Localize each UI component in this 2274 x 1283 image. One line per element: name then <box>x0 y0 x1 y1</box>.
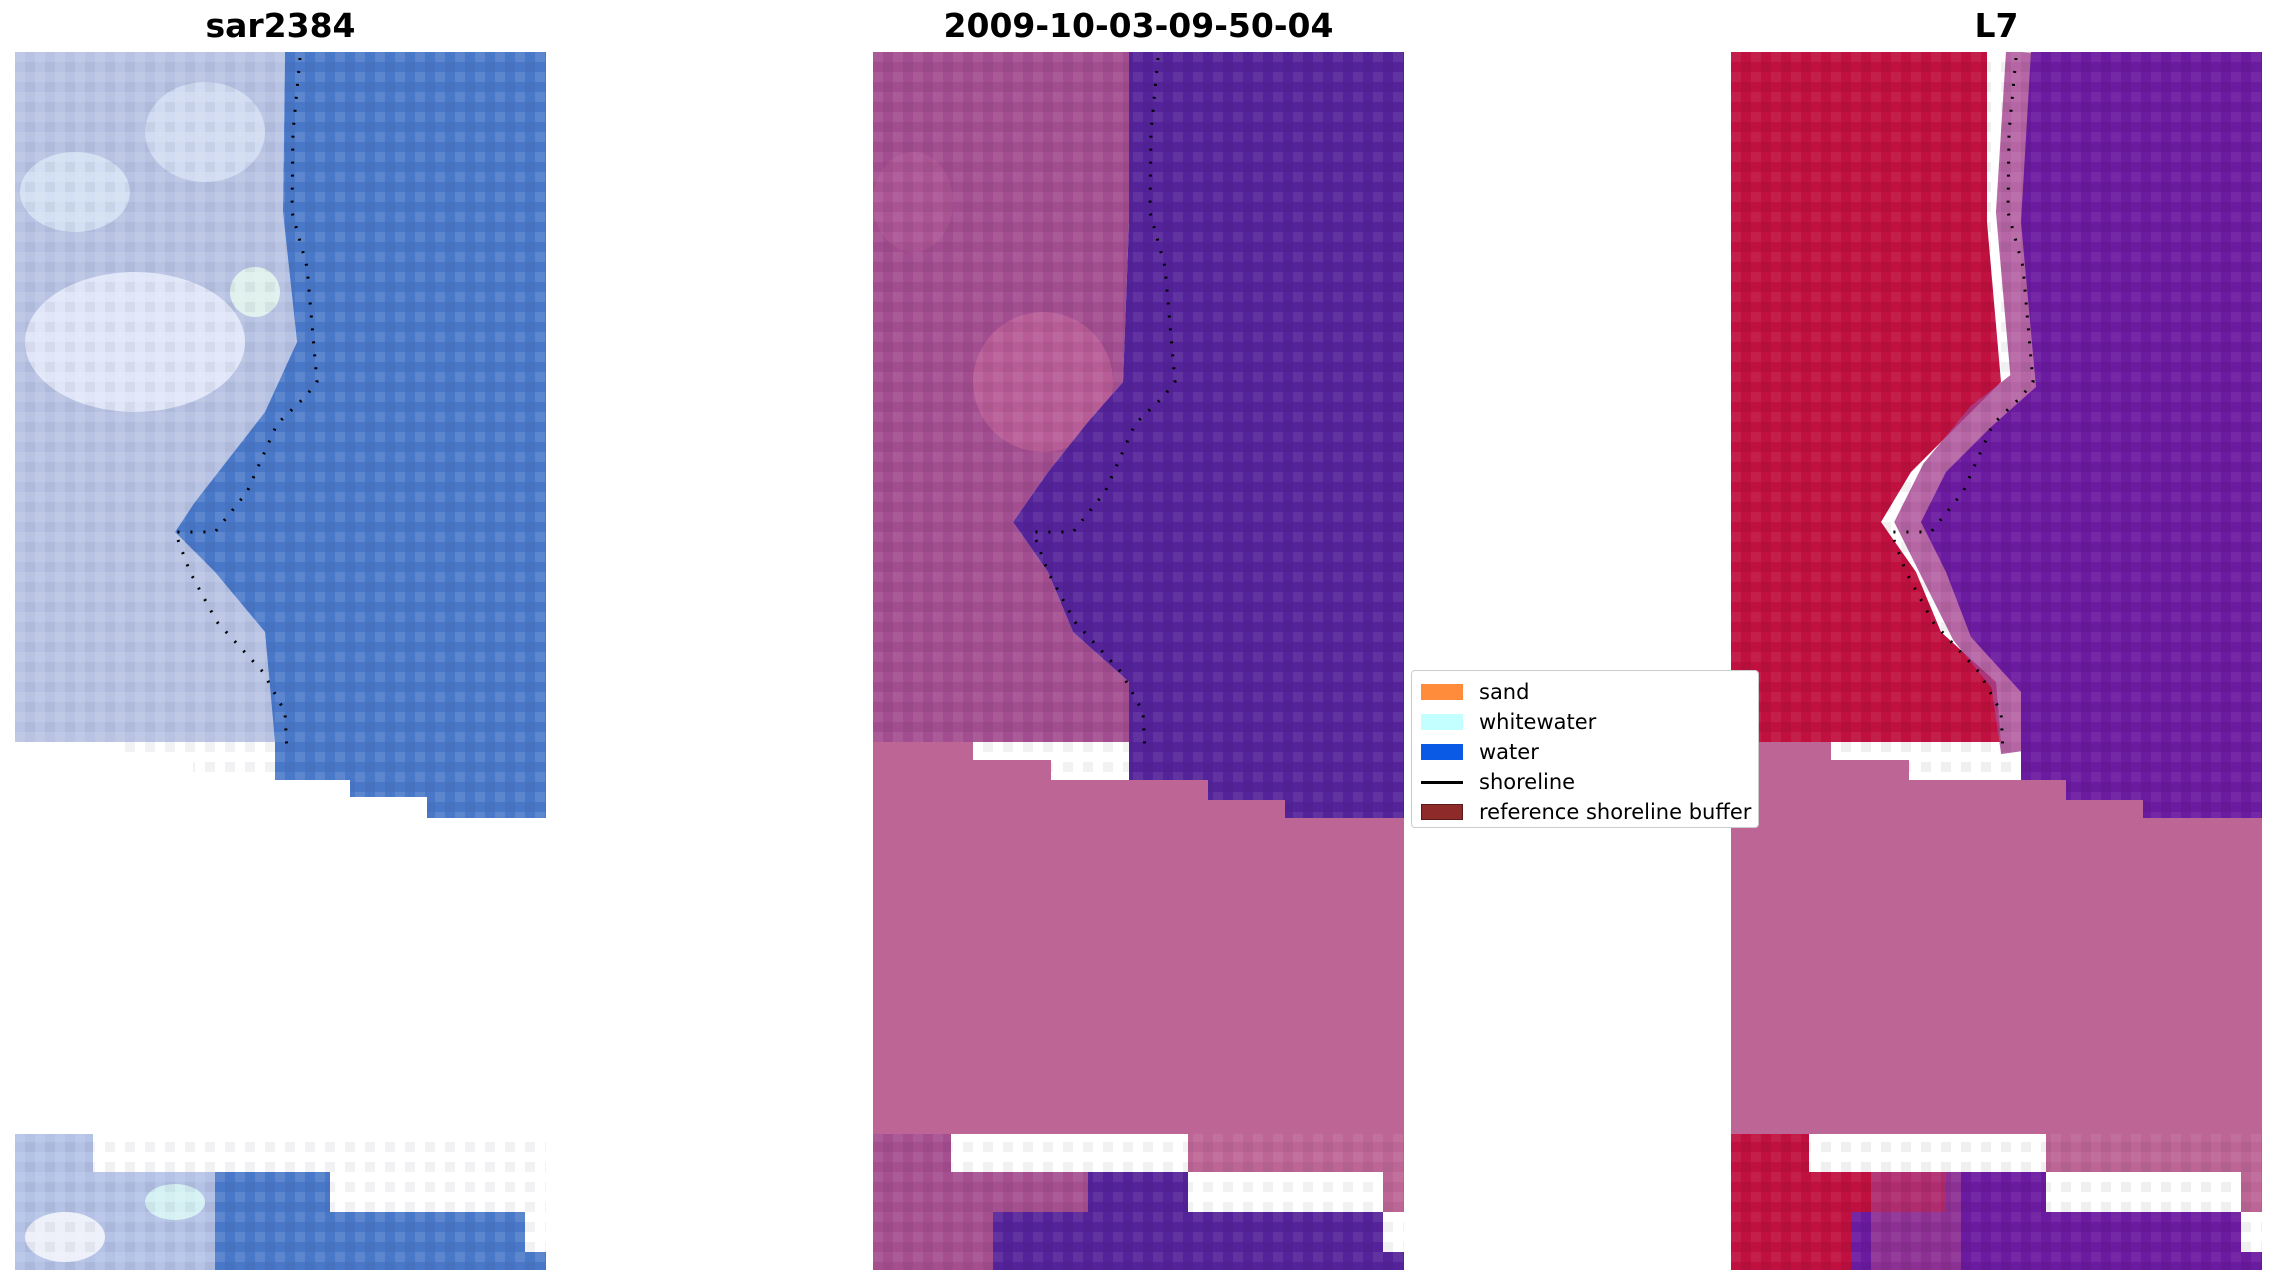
panel-title-classified: 2009-10-03-09-50-04 <box>943 6 1334 45</box>
legend-label: water <box>1479 740 1539 764</box>
legend-label: whitewater <box>1479 710 1597 734</box>
sand-swatch <box>1421 684 1463 700</box>
whitewater-swatch <box>1421 714 1463 730</box>
legend-item-whitewater: whitewater <box>1421 707 1758 737</box>
legend-label: shoreline <box>1479 770 1576 794</box>
water-swatch <box>1421 744 1463 760</box>
classified-image <box>873 52 1404 1270</box>
classified-image-panel <box>873 52 1404 1270</box>
rgb-image <box>15 52 546 1270</box>
legend-label: sand <box>1479 680 1530 704</box>
legend-item-sand: sand <box>1421 677 1758 707</box>
legend-label: reference shoreline buffer <box>1479 800 1752 824</box>
index-image <box>1731 52 2262 1270</box>
legend-item-water: water <box>1421 737 1758 767</box>
panel-title-rgb: sar2384 <box>205 6 356 45</box>
buffer-overlay <box>873 742 1404 1212</box>
buffer-swatch <box>1421 804 1463 820</box>
buffer-overlay-index <box>1731 742 2262 1212</box>
panel-title-index: L7 <box>1974 6 2019 45</box>
index-image-panel <box>1731 52 2262 1270</box>
shoreline-swatch <box>1421 780 1463 784</box>
legend: sand whitewater water shoreline referenc… <box>1411 670 1759 828</box>
rgb-image-panel <box>15 52 546 1270</box>
legend-item-shoreline: shoreline <box>1421 767 1758 797</box>
legend-item-buffer: reference shoreline buffer <box>1421 797 1758 827</box>
